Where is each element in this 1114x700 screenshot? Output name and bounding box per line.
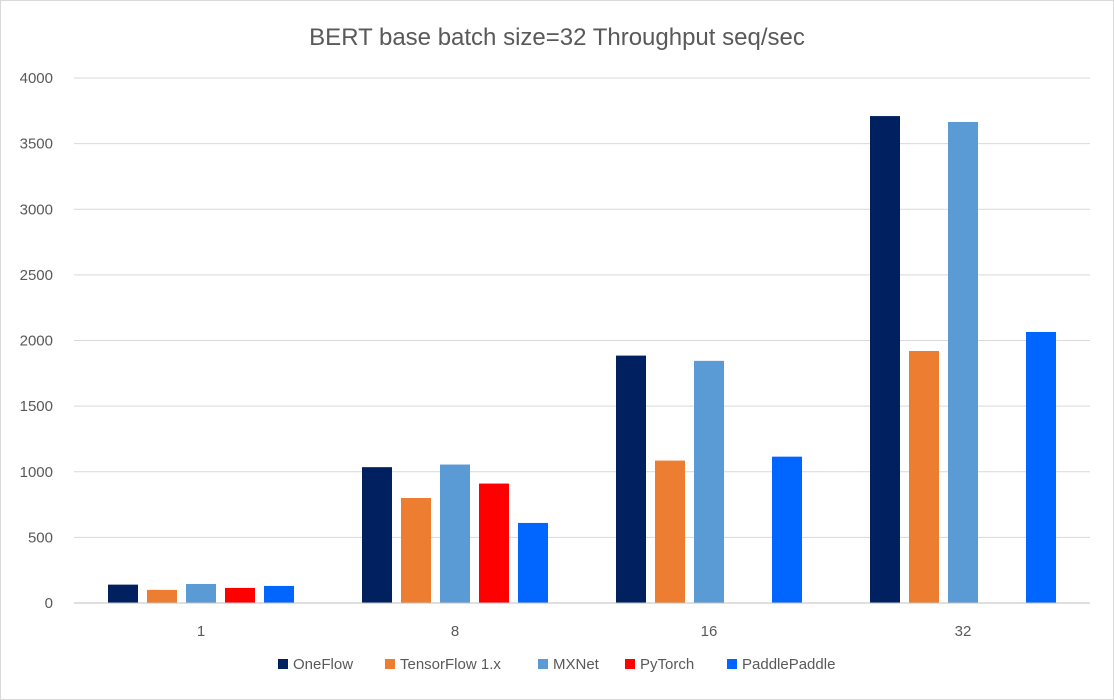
x-tick-label: 1 <box>197 623 205 640</box>
y-tick-label: 500 <box>28 529 53 546</box>
legend-item: PyTorch <box>625 656 694 673</box>
bar <box>362 467 392 603</box>
y-tick-label: 3500 <box>20 136 53 153</box>
bar <box>772 456 802 603</box>
bar <box>225 587 255 603</box>
bar <box>147 589 177 603</box>
bar <box>440 464 470 603</box>
legend-label: OneFlow <box>293 656 353 673</box>
legend-swatch <box>625 659 635 669</box>
x-tick-label: 8 <box>451 623 459 640</box>
bar <box>1026 331 1056 603</box>
bar <box>401 498 431 603</box>
y-tick-label: 3000 <box>20 201 53 218</box>
legend-label: PaddlePaddle <box>742 656 835 673</box>
y-tick-label: 2500 <box>20 267 53 284</box>
chart-title: BERT base batch size=32 Throughput seq/s… <box>309 24 805 51</box>
y-axis: 0 500 1000 1500 2000 2500 3000 3500 4000 <box>20 70 53 612</box>
bar <box>655 460 685 603</box>
legend-item: PaddlePaddle <box>727 656 835 673</box>
legend-item: MXNet <box>538 656 600 673</box>
legend-swatch <box>538 659 548 669</box>
y-tick-label: 1000 <box>20 464 53 481</box>
bar <box>479 483 509 603</box>
y-tick-label: 2000 <box>20 333 53 350</box>
bar <box>186 583 216 603</box>
y-tick-label: 4000 <box>20 70 53 87</box>
legend-label: PyTorch <box>640 656 694 673</box>
legend-swatch <box>385 659 395 669</box>
legend-swatch <box>727 659 737 669</box>
legend-label: TensorFlow 1.x <box>400 656 501 673</box>
gridlines <box>74 77 1090 538</box>
x-axis: 1 8 16 32 <box>74 602 1090 640</box>
bar <box>518 522 548 603</box>
legend-swatch <box>278 659 288 669</box>
bar <box>909 351 939 603</box>
legend-item: OneFlow <box>278 656 353 673</box>
bar <box>870 116 900 603</box>
y-tick-label: 0 <box>45 595 53 612</box>
bar <box>616 355 646 603</box>
bars <box>108 116 1056 603</box>
legend-item: TensorFlow 1.x <box>385 656 501 673</box>
x-tick-label: 32 <box>955 623 972 640</box>
bar <box>948 121 978 603</box>
bar <box>108 584 138 603</box>
legend-label: MXNet <box>553 656 600 673</box>
legend: OneFlow TensorFlow 1.x MXNet PyTorch PaddleP… <box>278 656 835 673</box>
bar <box>694 360 724 603</box>
bar <box>264 585 294 603</box>
x-tick-label: 16 <box>701 623 718 640</box>
y-tick-label: 1500 <box>20 398 53 415</box>
